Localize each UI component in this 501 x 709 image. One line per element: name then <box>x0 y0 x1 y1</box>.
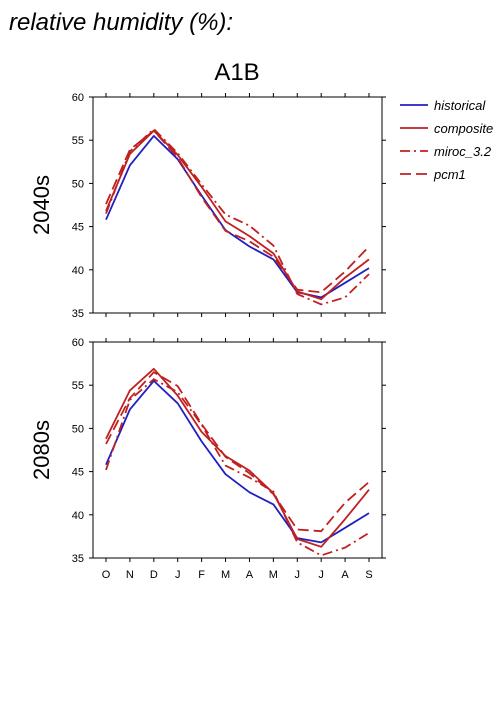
scenario-title: A1B <box>214 59 259 86</box>
panel-label-2080s: 2080s <box>29 420 54 480</box>
series-line-pcm1-2040s <box>105 129 370 294</box>
x-tick-label: F <box>198 569 205 581</box>
y-tick-label-2080s: 55 <box>72 380 84 392</box>
x-tick-label: J <box>295 569 301 581</box>
plot-frame-2040s <box>92 96 383 314</box>
x-tick-label: D <box>150 569 158 581</box>
x-tick-label: A <box>246 569 254 581</box>
legend-label-historical: historical <box>434 98 486 113</box>
y-tick-label-2080s: 35 <box>72 553 84 565</box>
series-line-historical-2080s <box>105 380 370 544</box>
y-tick-label-2040s: 40 <box>72 265 84 277</box>
y-tick-label-2040s: 35 <box>72 308 84 320</box>
y-tick-label-2040s: 55 <box>72 135 84 147</box>
y-tick-label-2040s: 50 <box>72 178 84 190</box>
legend: historical composite miroc_3.2 pcm1 <box>400 98 493 182</box>
x-tick-label: S <box>365 569 372 581</box>
panel-2080s: 2080s 35 40 45 50 55 60 O N D J F M A M J J A S <box>29 337 386 581</box>
x-tick-label: J <box>318 569 324 581</box>
x-tick-label: M <box>269 569 278 581</box>
x-tick-label: M <box>221 569 230 581</box>
x-tick-label: A <box>341 569 349 581</box>
figure-heading: relative humidity (%): <box>9 9 233 36</box>
series-line-miroc_3.2-2040s <box>105 128 370 306</box>
y-tick-label-2080s: 40 <box>72 510 84 522</box>
x-tick-label: N <box>126 569 134 581</box>
series-line-composite-2040s <box>105 129 370 301</box>
y-tick-label-2080s: 45 <box>72 467 84 479</box>
y-tick-label-2080s: 60 <box>72 337 84 349</box>
legend-label-composite: composite <box>434 121 493 136</box>
series-line-pcm1-2080s <box>105 371 370 533</box>
panel-label-2040s: 2040s <box>29 175 54 235</box>
series-line-historical-2040s <box>105 135 370 299</box>
series-line-miroc_3.2-2080s <box>105 378 370 557</box>
y-tick-label-2040s: 60 <box>72 92 84 104</box>
plot-frame-2080s <box>92 341 383 559</box>
legend-label-miroc_3.2: miroc_3.2 <box>434 144 492 159</box>
x-tick-label: O <box>102 569 111 581</box>
panel-2040s: 2040s 35 40 45 50 55 60 <box>29 92 386 320</box>
y-tick-label-2040s: 45 <box>72 222 84 234</box>
series-line-composite-2080s <box>105 367 370 548</box>
x-tick-label: J <box>175 569 181 581</box>
legend-label-pcm1: pcm1 <box>433 167 466 182</box>
y-tick-label-2080s: 50 <box>72 423 84 435</box>
